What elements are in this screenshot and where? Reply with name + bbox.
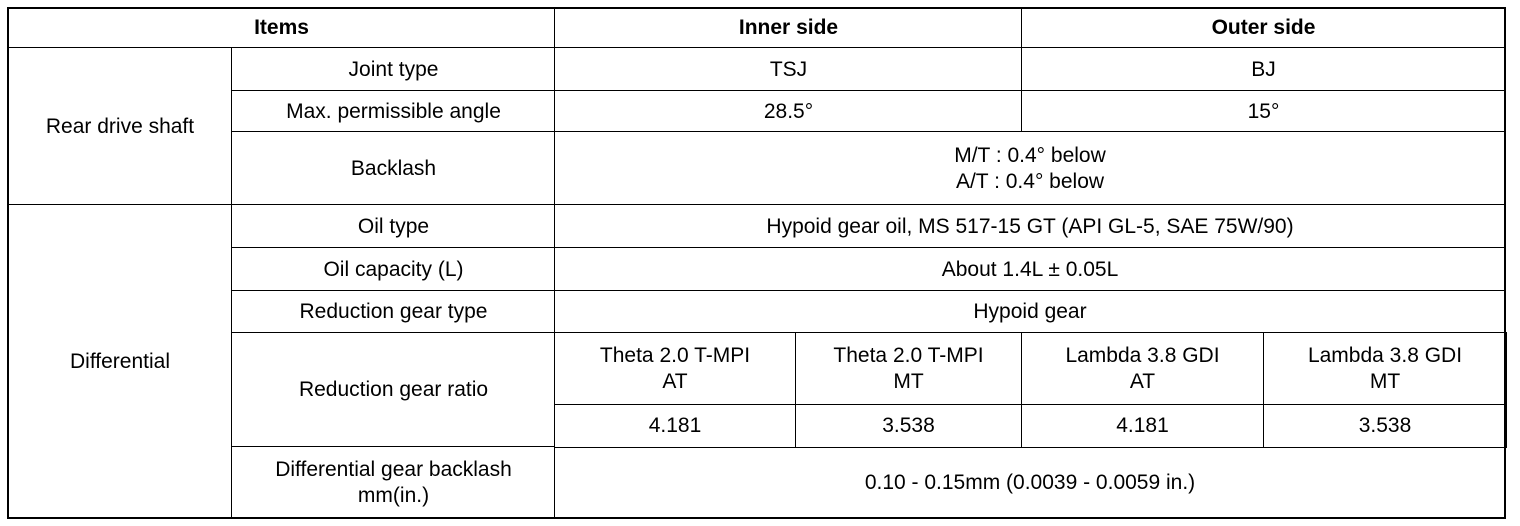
- variant-line: Theta 2.0 T-MPI: [833, 344, 984, 367]
- variant-line: MT: [1369, 370, 1401, 393]
- header-cell: Items: [7, 7, 556, 49]
- item-label: Joint type: [231, 47, 556, 92]
- variant-name: Theta 2.0 T-MPI AT: [554, 332, 796, 406]
- item-label: Oil type: [231, 204, 556, 249]
- variant-line: AT: [1129, 370, 1156, 393]
- ratio-value: 3.538: [1263, 404, 1507, 448]
- item-label: Backlash: [231, 131, 556, 206]
- variant-name: Theta 2.0 T-MPI MT: [795, 332, 1022, 406]
- header-cell: Inner side: [554, 7, 1023, 49]
- ratio-value: 4.181: [1021, 404, 1264, 448]
- variant-name: Lambda 3.8 GDI AT: [1021, 332, 1264, 406]
- variant-line: Lambda 3.8 GDI: [1065, 344, 1220, 367]
- item-label: Max. permissible angle: [231, 90, 556, 133]
- value-cell: Hypoid gear: [554, 290, 1506, 334]
- item-label: Oil capacity (L): [231, 247, 556, 292]
- group-label: Differential: [7, 204, 233, 519]
- variant-name: Lambda 3.8 GDI MT: [1263, 332, 1507, 406]
- value-cell: About 1.4L ± 0.05L: [554, 247, 1506, 292]
- variant-line: Theta 2.0 T-MPI: [599, 344, 751, 367]
- ratio-value: 4.181: [554, 404, 796, 448]
- group-label: Rear drive shaft: [7, 47, 233, 206]
- header-cell: Outer side: [1021, 7, 1506, 49]
- value-cell: BJ: [1021, 47, 1506, 92]
- item-label: Reduction gear ratio: [231, 332, 556, 448]
- value-line: A/T : 0.4° below: [955, 169, 1105, 193]
- value-cell: TSJ: [554, 47, 1023, 92]
- variant-line: Lambda 3.8 GDI: [1307, 344, 1463, 367]
- variant-line: AT: [662, 370, 688, 393]
- item-label: Reduction gear type: [231, 290, 556, 334]
- value-cell: 28.5°: [554, 90, 1023, 133]
- value-line: M/T : 0.4° below: [954, 143, 1106, 167]
- item-label: Differential gear backlash mm(in.): [231, 446, 556, 519]
- value-cell: 15°: [1021, 90, 1506, 133]
- ratio-value: 3.538: [795, 404, 1022, 448]
- value-cell: M/T : 0.4° below A/T : 0.4° below: [554, 131, 1506, 206]
- value-cell: 0.10 - 0.15mm (0.0039 - 0.0059 in.): [554, 446, 1506, 519]
- variant-line: MT: [893, 370, 924, 393]
- value-cell: Hypoid gear oil, MS 517-15 GT (API GL-5,…: [554, 204, 1506, 249]
